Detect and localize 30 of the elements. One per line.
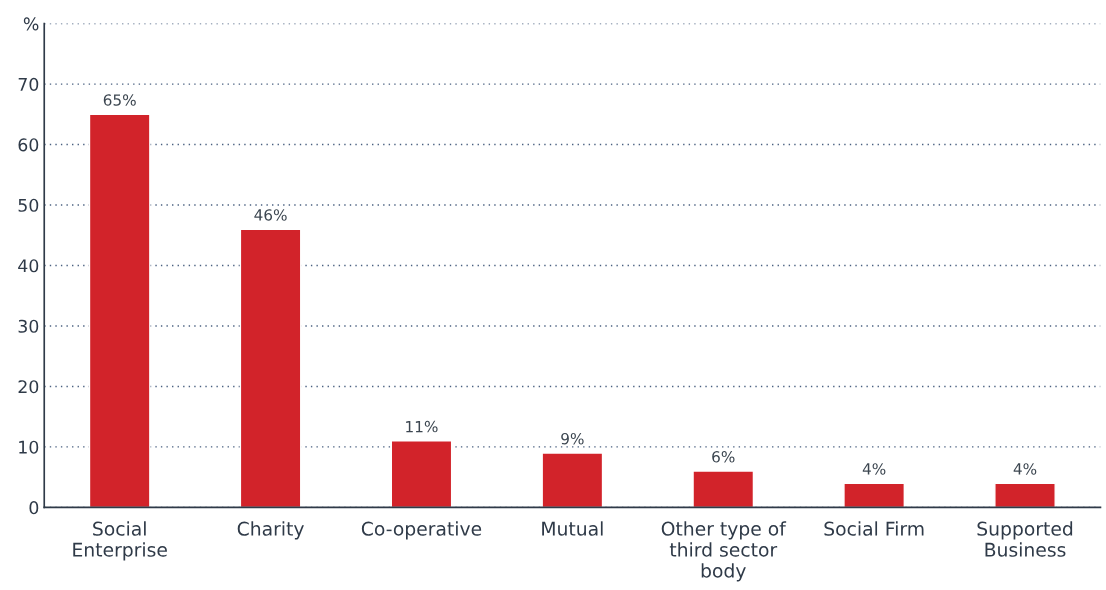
y-tick-label: %	[23, 17, 39, 31]
x-tick-label: Mutual	[542, 521, 603, 536]
bar	[239, 228, 302, 508]
y-tick-label: 40	[18, 259, 39, 273]
x-tick-label: Co-operative	[361, 521, 482, 540]
y-tick-label: 30	[18, 319, 39, 333]
y-tick-label: 50	[18, 198, 39, 212]
y-tick-label: 60	[18, 138, 39, 152]
bar	[843, 482, 906, 508]
bar	[692, 470, 755, 508]
data-label: 46%	[254, 209, 287, 221]
x-tick-label: Other type of third sector body	[661, 521, 787, 582]
data-label: 11%	[406, 420, 438, 433]
x-tick-label: Supported Business	[977, 521, 1073, 557]
x-tick-label: Social Enterprise	[73, 521, 167, 561]
x-tick-label: Social Firm	[824, 521, 924, 536]
x-tick-label: Charity	[237, 521, 304, 540]
y-tick-label: 10	[19, 440, 39, 454]
bar	[541, 452, 604, 508]
data-label: 4%	[862, 463, 886, 475]
bar	[994, 482, 1056, 508]
bar	[390, 440, 453, 508]
bar	[88, 113, 151, 508]
data-label: 9%	[561, 432, 584, 445]
y-tick-label: 0	[29, 501, 39, 515]
data-label: 4%	[1013, 463, 1037, 475]
data-label: 65%	[103, 94, 136, 106]
y-tick-label: 20	[18, 380, 39, 394]
data-label: 6%	[712, 451, 735, 463]
y-tick-label: 70	[18, 77, 39, 91]
